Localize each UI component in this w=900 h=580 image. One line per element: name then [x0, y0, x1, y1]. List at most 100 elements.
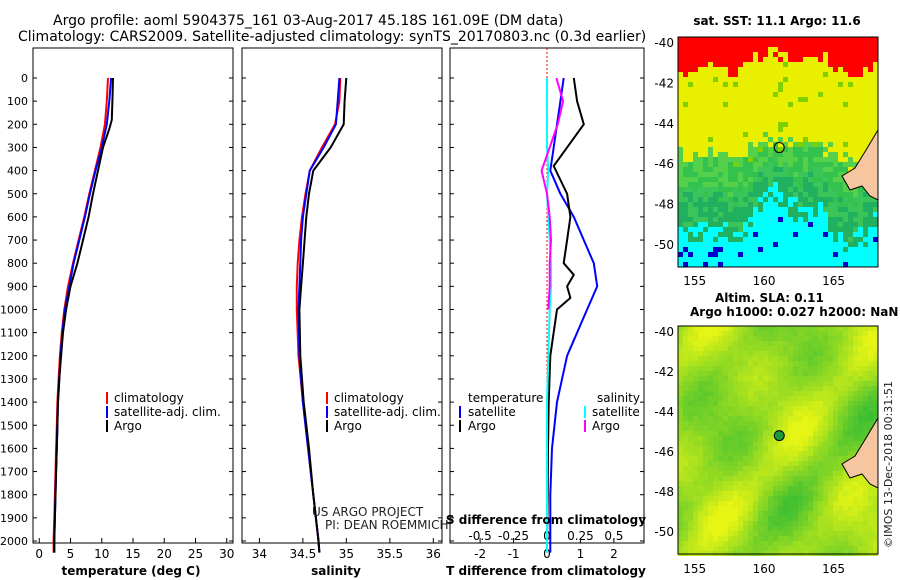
sla-cell [823, 481, 828, 486]
sla-cell [778, 526, 783, 531]
sla-cell [733, 491, 738, 496]
sst-cell [688, 67, 693, 72]
sla-cell [728, 391, 733, 396]
sst-cell [863, 77, 868, 82]
sla-cell [703, 476, 708, 481]
sla-cell [763, 471, 768, 476]
sst-cell [738, 112, 743, 117]
sla-cell [748, 436, 753, 441]
sst-cell [683, 132, 688, 137]
sst-cell [678, 62, 683, 67]
sst-cell [698, 62, 703, 67]
sst-cell [803, 252, 808, 257]
sla-cell [863, 531, 868, 536]
sla-cell [688, 441, 693, 446]
sst-cell [858, 52, 863, 57]
sst-cell [813, 182, 818, 187]
sst-cell [828, 157, 833, 162]
sla-cell [858, 441, 863, 446]
sst-cell [813, 232, 818, 237]
sst-cell [873, 197, 878, 202]
sst-cell [698, 242, 703, 247]
sla-cell [873, 536, 878, 541]
sla-cell [703, 441, 708, 446]
sla-cell [683, 396, 688, 401]
sst-cell [763, 117, 768, 122]
sst-cell [818, 157, 823, 162]
sla-cell [698, 471, 703, 476]
sla-cell [693, 516, 698, 521]
sst-cell [678, 142, 683, 147]
sla-cell [858, 531, 863, 536]
sla-cell [833, 341, 838, 346]
sla-cell [728, 481, 733, 486]
sla-cell [808, 346, 813, 351]
sst-cell [718, 37, 723, 42]
sst-cell [783, 97, 788, 102]
depth-tick-label: 600 [7, 211, 28, 224]
sst-cell [858, 117, 863, 122]
sla-cell [848, 516, 853, 521]
sla-cell [868, 536, 873, 541]
sst-cell [678, 147, 683, 152]
sla-cell [683, 516, 688, 521]
sst-cell [803, 237, 808, 242]
sla-cell [848, 541, 853, 546]
sst-cell [678, 212, 683, 217]
sla-cell [853, 491, 858, 496]
sst-cell [713, 117, 718, 122]
sst-cell [713, 77, 718, 82]
sst-cell [768, 67, 773, 72]
sla-cell [798, 391, 803, 396]
sst-cell [713, 242, 718, 247]
sla-cell [833, 381, 838, 386]
sst-cell [758, 112, 763, 117]
sla-cell [803, 486, 808, 491]
sla-cell [728, 381, 733, 386]
sla-cell [818, 416, 823, 421]
sst-cell [843, 237, 848, 242]
sst-cell [788, 72, 793, 77]
sla-cell [763, 356, 768, 361]
legend-label-satellite: satellite-adj. clim. [114, 405, 221, 419]
sst-cell [778, 257, 783, 262]
sst-cell [853, 212, 858, 217]
sst-cell [823, 217, 828, 222]
sla-cell [828, 351, 833, 356]
sla-cell [808, 491, 813, 496]
sla-cell [828, 446, 833, 451]
sla-cell [833, 476, 838, 481]
sla-cell [828, 366, 833, 371]
sla-cell [713, 456, 718, 461]
float-position-marker [773, 142, 785, 154]
sst-cell [748, 227, 753, 232]
sla-cell [713, 351, 718, 356]
sst-cell [808, 117, 813, 122]
sla-cell [743, 496, 748, 501]
sla-cell [768, 526, 773, 531]
sst-cell [763, 77, 768, 82]
sst-cell [738, 177, 743, 182]
sla-cell [858, 516, 863, 521]
sst-cell [808, 247, 813, 252]
sst-cell [818, 242, 823, 247]
sst-cell [828, 137, 833, 142]
sst-cell [693, 252, 698, 257]
sst-cell [743, 97, 748, 102]
sla-cell [763, 366, 768, 371]
sst-cell [813, 57, 818, 62]
sla-cell [863, 411, 868, 416]
sla-cell [778, 336, 783, 341]
sst-cell [818, 222, 823, 227]
sla-cell [703, 541, 708, 546]
sst-cell [738, 82, 743, 87]
sst-cell [823, 122, 828, 127]
sst-cell [813, 82, 818, 87]
sla-cell [683, 546, 688, 551]
sst-cell [753, 142, 758, 147]
sla-cell [773, 386, 778, 391]
sst-cell [798, 172, 803, 177]
sla-cell [718, 436, 723, 441]
sla-cell [783, 481, 788, 486]
sst-cell [683, 242, 688, 247]
